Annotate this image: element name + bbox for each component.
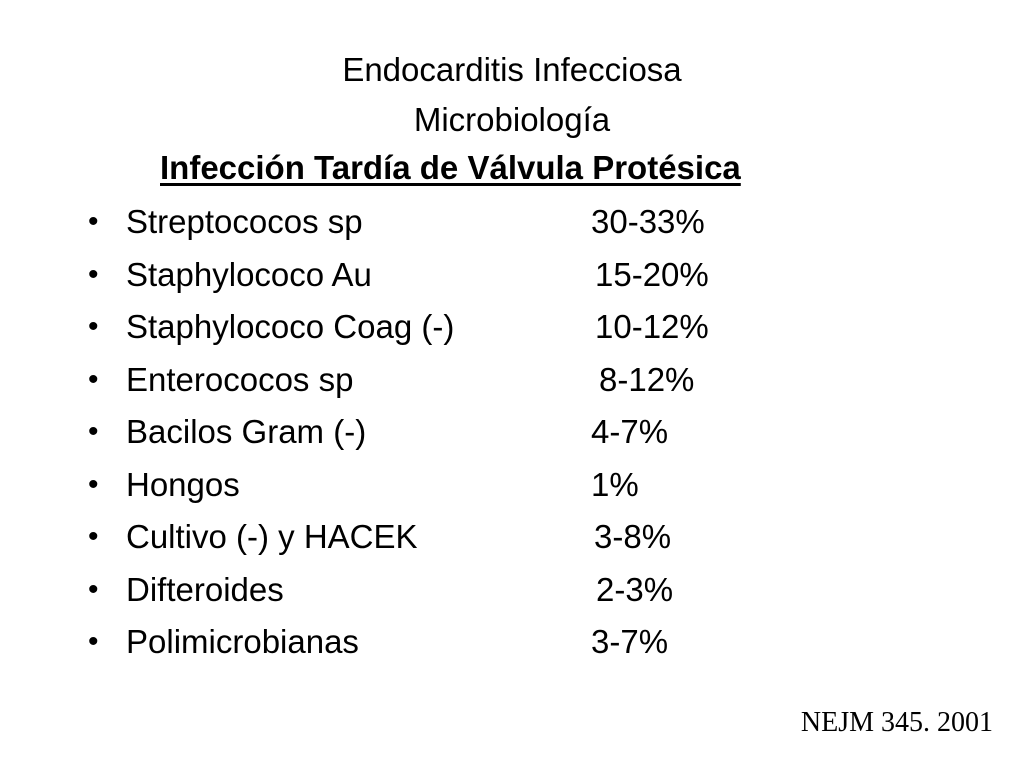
bullet-icon: • (88, 625, 99, 658)
bullet-icon: • (88, 310, 99, 343)
item-label: Streptococos sp (126, 203, 363, 240)
bullet-icon: • (88, 415, 99, 448)
item-percentage: 3-8% (594, 518, 672, 555)
list-item: • Staphylococo Au 15-20% (0, 253, 1024, 306)
item-label: Hongos (126, 465, 240, 503)
bullet-list: • Streptococos sp 30-33% • Staphylococo … (0, 200, 1024, 673)
item-percentage: 4-7% (591, 413, 669, 450)
list-item: • Bacilos Gram (-) 4-7% (0, 410, 1024, 463)
section-heading: Infección Tardía de Válvula Protésica (160, 149, 741, 186)
bullet-icon: • (88, 520, 99, 553)
slide-title: Endocarditis Infecciosa (342, 51, 682, 88)
item-percentage: 10-12% (595, 308, 709, 345)
slide-title-line-2: Microbiología (413, 101, 611, 138)
item-label: Staphylococo Coag (-) (126, 308, 455, 345)
item-label: Enterococos sp (126, 360, 354, 398)
bullet-icon: • (88, 467, 99, 501)
item-percentage: 2-3% (596, 570, 674, 608)
item-label: Cultivo (-) y HACEK (126, 518, 418, 555)
bullet-icon: • (88, 257, 99, 291)
item-percentage: 8-12% (599, 360, 695, 398)
list-item: • Enterococos sp 8-12% (0, 358, 1024, 411)
bullet-icon: • (88, 205, 99, 238)
bullet-icon: • (88, 362, 99, 396)
list-item: • Difteroides 2-3% (0, 568, 1024, 621)
item-percentage: 15-20% (595, 255, 709, 293)
item-label: Polimicrobianas (126, 623, 359, 660)
item-label: Staphylococo Au (126, 255, 372, 293)
source-reference: NEJM 345. 2001 (800, 707, 993, 738)
item-percentage: 30-33% (591, 203, 705, 240)
list-item: • Polimicrobianas 3-7% (0, 620, 1024, 673)
list-item: • Hongos 1% (0, 463, 1024, 516)
list-item: • Streptococos sp 30-33% (0, 200, 1024, 253)
item-label: Bacilos Gram (-) (126, 413, 367, 450)
item-percentage: 3-7% (591, 623, 669, 660)
item-label: Difteroides (126, 570, 284, 608)
bullet-icon: • (88, 572, 99, 606)
item-percentage: 1% (591, 465, 639, 503)
list-item: • Staphylococo Coag (-) 10-12% (0, 305, 1024, 358)
list-item: • Cultivo (-) y HACEK 3-8% (0, 515, 1024, 568)
